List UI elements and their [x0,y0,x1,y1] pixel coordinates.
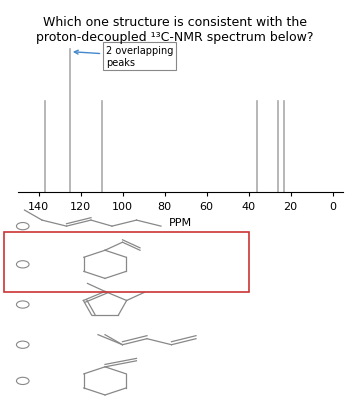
X-axis label: PPM: PPM [169,217,192,227]
Text: 2 overlapping
peaks: 2 overlapping peaks [74,46,173,68]
Text: Which one structure is consistent with the proton-decoupled ¹³C-NMR spectrum bel: Which one structure is consistent with t… [36,16,314,44]
